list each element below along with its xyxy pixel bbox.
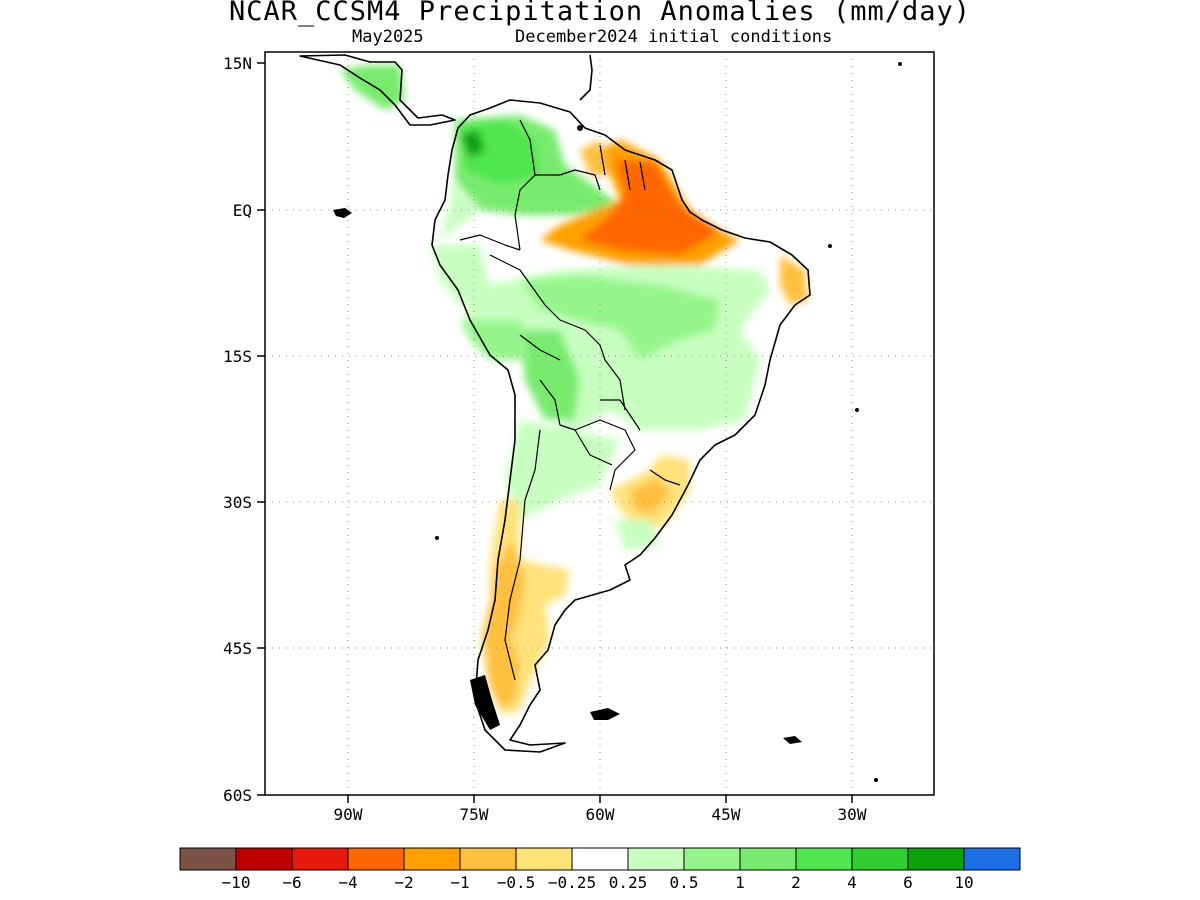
map-plot-area (265, 52, 934, 795)
colorbar-label: −10 (222, 873, 251, 892)
colorbar-label: 0.25 (609, 873, 648, 892)
latitude-labels: 15N EQ 15S 30S 45S 60S (223, 54, 252, 805)
chile-fjords (470, 675, 500, 730)
anomaly-green-north-ring (440, 180, 478, 240)
anomaly-orange-ne-coast (780, 255, 808, 305)
colorbar-swatch (851, 847, 909, 871)
colorbar-swatch (459, 847, 517, 871)
coastlines (299, 54, 811, 753)
anomaly-lightgreen-uruguay (615, 520, 660, 550)
colorbar-label: 2 (791, 873, 801, 892)
colorbar-swatch (627, 847, 685, 871)
colorbar-label: −0.5 (497, 873, 536, 892)
colorbar-swatch (347, 847, 405, 871)
fernando-island (828, 244, 832, 248)
central-america-coast (299, 54, 456, 126)
colorbar-label: 1 (735, 873, 745, 892)
colorbar-label: 4 (847, 873, 857, 892)
juan-fernandez-island (435, 536, 439, 540)
lat-label: 60S (223, 786, 252, 805)
initial-conditions: December2024 initial conditions (515, 27, 833, 47)
graticule (265, 52, 934, 795)
falkland-islands (590, 708, 620, 720)
colorbar-label: −6 (282, 873, 301, 892)
country-borders (459, 119, 681, 681)
anomaly-green-peru (460, 320, 530, 360)
anomaly-orange-guiana (580, 140, 610, 175)
colorbar-label: −2 (394, 873, 413, 892)
colorbar-swatch (179, 847, 237, 871)
colorbar (179, 847, 1021, 871)
anomaly-green-brazil (520, 275, 720, 360)
lat-label: 45S (223, 639, 252, 658)
colorbar-label: 10 (954, 873, 973, 892)
anomaly-green-north-peak (460, 130, 485, 158)
south-georgia (783, 736, 802, 744)
colorbar-swatch (291, 847, 349, 871)
anomaly-yellow-south-brazil (630, 478, 670, 515)
colorbar-swatch (235, 847, 293, 871)
colorbar-swatch (515, 847, 573, 871)
anomaly-orange-andes-south (485, 540, 525, 710)
colorbar-swatch (403, 847, 461, 871)
colorbar-label: 6 (903, 873, 913, 892)
lon-label: 45W (712, 805, 741, 824)
colorbar-labels: −10 −6 −4 −2 −1 −0.5 −0.25 0.25 0.5 1 2 4 6 10 (222, 873, 974, 892)
trindade-island (855, 408, 859, 412)
ocean-island-ne (898, 62, 902, 66)
colorbar-swatch (739, 847, 797, 871)
lon-label: 30W (838, 805, 867, 824)
colorbar-label: 0.5 (670, 873, 699, 892)
colorbar-label: −4 (338, 873, 357, 892)
axis-ticks (257, 62, 853, 803)
lon-label: 60W (586, 805, 615, 824)
forecast-month: May2025 (352, 27, 424, 47)
lon-label: 75W (460, 805, 489, 824)
colorbar-swatch (683, 847, 741, 871)
colorbar-swatch (907, 847, 965, 871)
lat-label: 15N (223, 54, 252, 73)
lat-label: 30S (223, 493, 252, 512)
longitude-labels: 90W 75W 60W 45W 30W (334, 805, 867, 824)
lat-label: 15S (223, 347, 252, 366)
colorbar-swatch (795, 847, 853, 871)
lat-label: EQ (233, 201, 252, 220)
colorbar-swatch (571, 847, 629, 871)
anomaly-green-bolivia (520, 330, 580, 420)
trinidad-island (577, 125, 583, 131)
anomaly-fields (340, 65, 808, 715)
colorbar-swatch (963, 847, 1021, 871)
anomaly-red-amazon-mouth (580, 160, 720, 255)
colorbar-label: −1 (450, 873, 469, 892)
lon-label: 90W (334, 805, 363, 824)
south-america-coast (431, 99, 811, 753)
colorbar-label: −0.25 (548, 873, 596, 892)
galapagos-islands (333, 208, 352, 218)
map-title: NCAR_CCSM4 Precipitation Anomalies (mm/d… (229, 0, 971, 27)
northeast-coast-top (579, 54, 593, 101)
anomaly-lightgreen-chaco (505, 420, 620, 520)
anomaly-lightgreen-ecuador (430, 245, 490, 305)
islands (333, 62, 902, 782)
ocean-island-se (874, 778, 878, 782)
